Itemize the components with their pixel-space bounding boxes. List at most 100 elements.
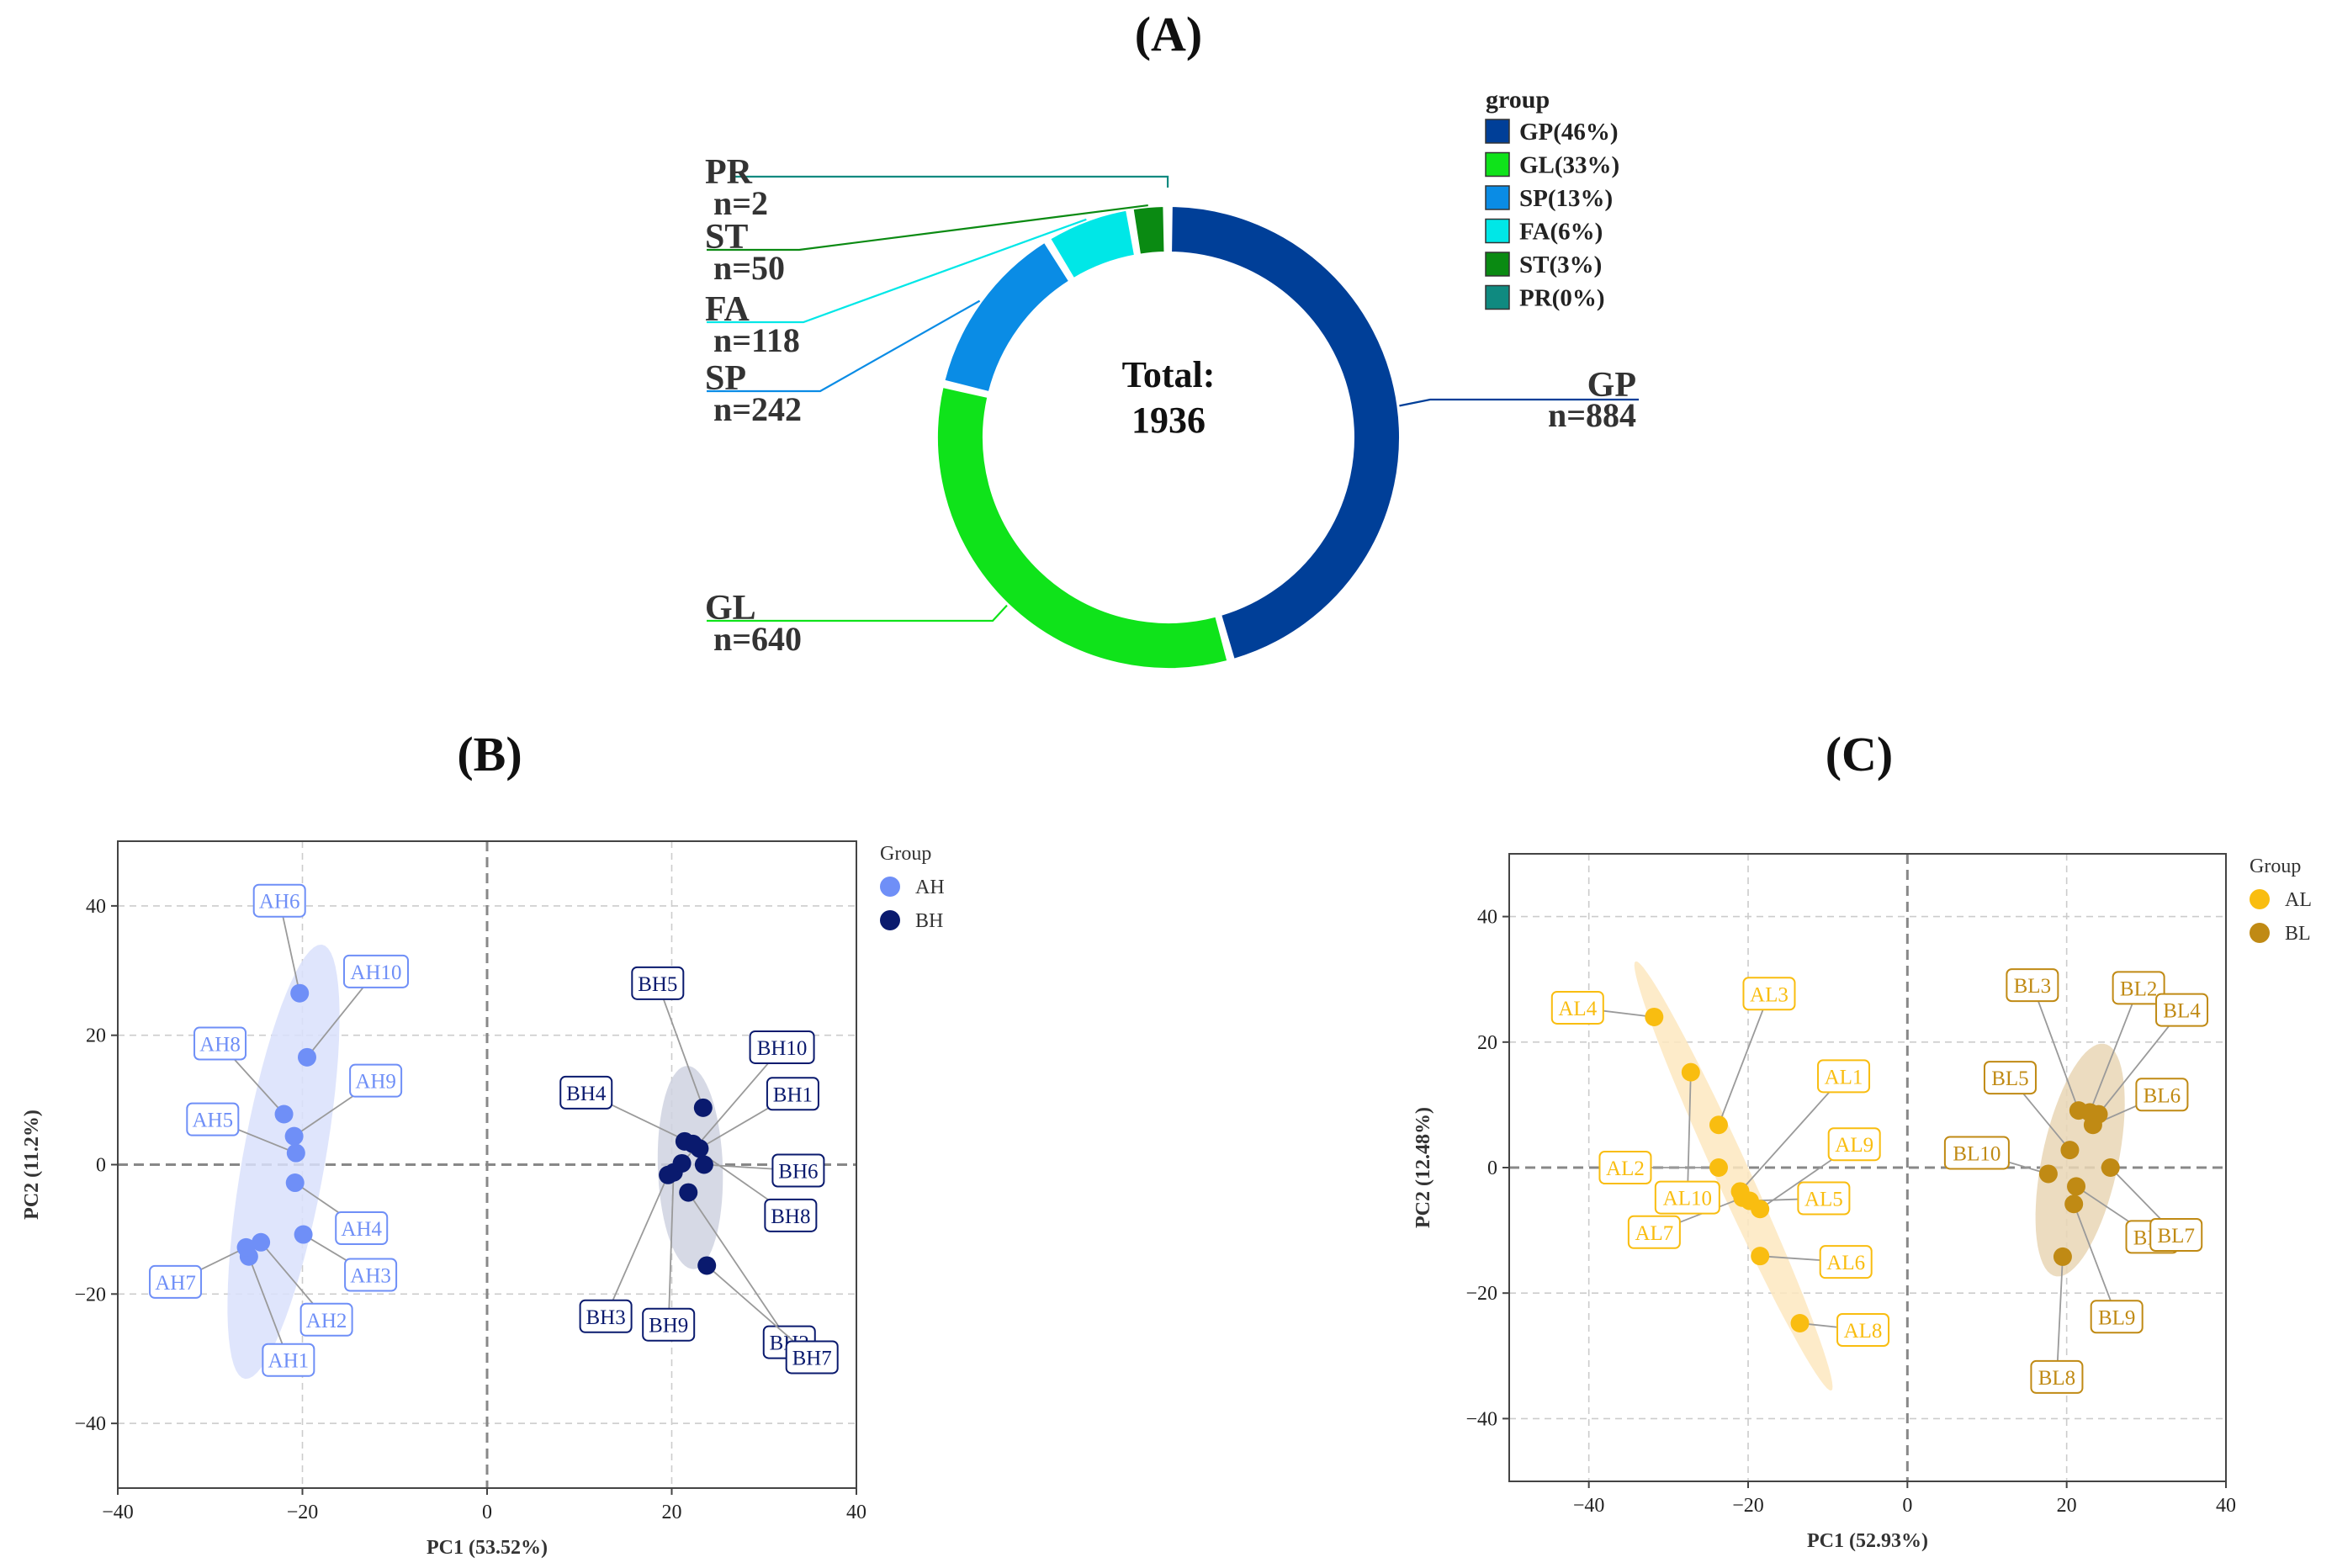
point-al6	[1751, 1247, 1770, 1266]
label-st-count: n=50	[713, 249, 785, 287]
label-box-bh4	[559, 1075, 613, 1110]
label-box-ah6	[252, 883, 306, 918]
legend-swatch-sp	[1485, 185, 1510, 210]
label-sp-name: SP	[705, 359, 746, 398]
legend-swatch-pr	[1485, 284, 1510, 310]
point-bl8	[2053, 1247, 2072, 1266]
label-box-ah4	[335, 1211, 389, 1246]
point-al4	[1645, 1007, 1664, 1026]
label-ah8: AH8	[199, 1034, 241, 1057]
donut-slice-gl	[936, 386, 1229, 670]
legend-title: group	[1486, 86, 1550, 114]
y-tick-label: 20	[1477, 1032, 1497, 1054]
legend-label-ah: AH	[915, 877, 945, 898]
point-al8	[1790, 1314, 1810, 1333]
leader-bh3	[605, 1174, 669, 1317]
label-bh8: BH8	[771, 1205, 810, 1228]
y-tick-label: 0	[1487, 1157, 1497, 1179]
label-box-bl6	[2135, 1078, 2189, 1112]
point-bl3	[2069, 1101, 2088, 1120]
center-total-label: Total:	[1122, 354, 1216, 395]
point-bl10	[2038, 1164, 2058, 1184]
label-ah1: AH1	[268, 1350, 310, 1373]
label-box-al6	[1819, 1245, 1873, 1279]
leader-bl9	[2073, 1203, 2118, 1317]
point-bh5	[693, 1098, 713, 1117]
leader-bh9	[667, 1172, 675, 1325]
label-al9: AL9	[1835, 1134, 1873, 1157]
label-al4: AL4	[1558, 998, 1597, 1020]
point-ah2	[252, 1232, 271, 1252]
legend-marker-bh	[880, 910, 900, 930]
label-ah7: AH7	[155, 1272, 196, 1295]
y-tick-label: −20	[1465, 1283, 1497, 1305]
label-bh7: BH7	[792, 1347, 832, 1369]
label-box-bl2	[2112, 971, 2165, 1005]
label-box-bh5	[631, 966, 685, 1000]
label-box-ah7	[149, 1264, 203, 1299]
x-tick-label: 40	[2216, 1495, 2236, 1517]
leader-bl4	[2097, 1009, 2183, 1115]
point-bh8	[675, 1131, 694, 1151]
legend-label-sp: SP(13%)	[1519, 185, 1613, 212]
point-bl5	[2060, 1141, 2080, 1160]
label-bl10: BL10	[1953, 1142, 2000, 1165]
leader-al3	[1718, 993, 1770, 1126]
label-ah9: AH9	[355, 1071, 396, 1094]
label-box-ah9	[349, 1063, 403, 1098]
panel-a-label: (A)	[1135, 7, 1203, 61]
label-fa-count: n=118	[713, 321, 800, 359]
point-bh7	[697, 1256, 717, 1275]
label-box-al4	[1550, 990, 1604, 1025]
x-tick-label: −20	[287, 1502, 319, 1523]
label-al10: AL10	[1663, 1188, 1712, 1210]
x-tick-label: 20	[662, 1502, 682, 1523]
point-ah9	[284, 1126, 304, 1146]
point-bl7	[2101, 1158, 2120, 1177]
label-al6: AL6	[1826, 1252, 1865, 1274]
label-al1: AL1	[1825, 1066, 1863, 1089]
x-tick-label: 20	[2057, 1495, 2077, 1517]
label-box-bl3	[2006, 968, 2059, 1003]
donut-slice-fa	[1049, 209, 1137, 280]
label-bh6: BH6	[778, 1161, 818, 1184]
point-ah8	[274, 1104, 294, 1124]
y-tick-label: 0	[96, 1155, 106, 1177]
point-al7	[1733, 1188, 1752, 1207]
label-gl-count: n=640	[713, 620, 802, 658]
x-tick-label: −20	[1732, 1495, 1764, 1517]
label-ah4: AH4	[341, 1218, 382, 1241]
label-al8: AL8	[1844, 1320, 1883, 1343]
label-st-name: ST	[705, 218, 748, 257]
legend-title: Group	[880, 843, 931, 865]
legend-label-pr: PR(0%)	[1519, 285, 1604, 312]
panel-c-pca: (C) AL1AL2AL3AL4AL5AL6AL7AL8AL9AL10BL1BL…	[1412, 727, 2312, 1552]
leader-al10	[1686, 1072, 1692, 1198]
label-pr-name: PR	[705, 153, 753, 192]
label-sp-count: n=242	[713, 390, 802, 428]
leader-gl	[707, 604, 1008, 622]
label-box-ah5	[186, 1102, 240, 1136]
leader-sp	[707, 299, 981, 393]
label-box-bh6	[771, 1153, 825, 1188]
legend-swatch-gl	[1485, 151, 1510, 177]
label-gp-name: GP	[1587, 366, 1636, 405]
ellipse-bl	[2035, 1043, 2125, 1277]
legend-swatch-fa	[1485, 218, 1510, 244]
x-tick-label: 0	[482, 1502, 492, 1523]
y-tick-label: −20	[74, 1284, 106, 1306]
label-bl5: BL5	[1991, 1067, 2028, 1090]
label-al2: AL2	[1606, 1157, 1645, 1180]
leader-pr	[732, 175, 1169, 188]
label-box-bl8	[2030, 1359, 2084, 1394]
legend-marker-al	[2250, 889, 2270, 909]
point-al9	[1751, 1200, 1770, 1219]
legend-label-al: AL	[2285, 889, 2312, 911]
label-box-al2	[1598, 1151, 1652, 1184]
label-box-ah10	[342, 954, 409, 988]
label-box-ah2	[299, 1302, 353, 1337]
leader-bh2	[687, 1192, 791, 1343]
point-bl1	[2067, 1177, 2086, 1196]
y-tick-label: −40	[74, 1413, 106, 1435]
